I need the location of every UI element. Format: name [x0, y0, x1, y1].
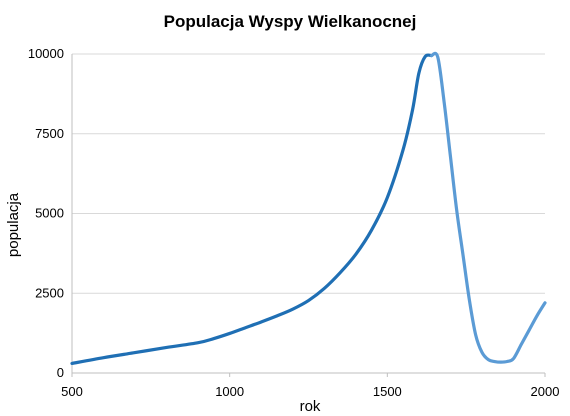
- x-tick-label: 1000: [215, 384, 244, 399]
- series-line-decline: [429, 51, 547, 364]
- y-axis-label: populacja: [5, 192, 22, 257]
- grid: [72, 53, 545, 294]
- axes: [71, 54, 546, 377]
- y-tick-label: 5000: [35, 206, 64, 221]
- x-tick-label: 2000: [531, 384, 560, 399]
- series: [70, 51, 547, 366]
- x-axis-label: rok: [300, 398, 321, 415]
- y-tick-label: 10000: [28, 46, 64, 61]
- tick-labels: 0 2500 5000 7500 10000 500 1000 1500 2000: [28, 46, 560, 399]
- y-tick-label: 0: [57, 365, 64, 380]
- x-tick-label: 1500: [373, 384, 402, 399]
- y-tick-label: 2500: [35, 285, 64, 300]
- series-line-rise: [70, 53, 434, 366]
- x-tick-label: 500: [61, 384, 83, 399]
- y-tick-label: 7500: [35, 126, 64, 141]
- chart-title: Populacja Wyspy Wielkanocnej: [164, 12, 417, 31]
